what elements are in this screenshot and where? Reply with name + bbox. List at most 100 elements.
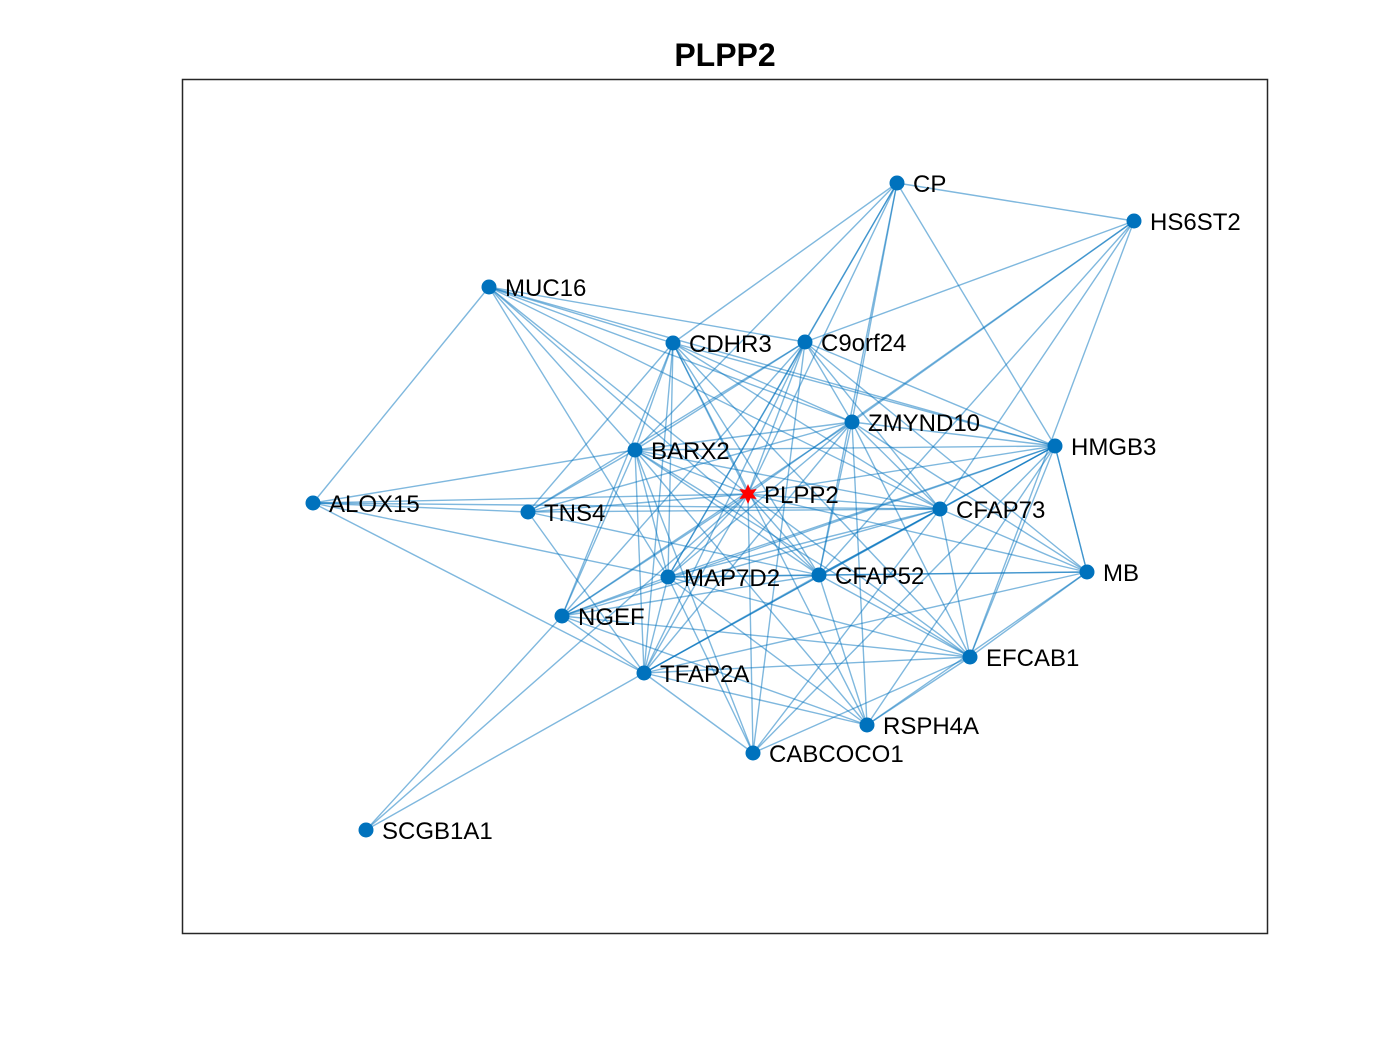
edge-cp-cdhr3 bbox=[672, 182, 898, 344]
edge-alox15-cfap73 bbox=[312, 502, 941, 510]
edge-muc16-hmgb3 bbox=[488, 286, 1056, 447]
edge-tns4-tfap2a bbox=[527, 511, 645, 674]
node-label-tns4: TNS4 bbox=[544, 500, 605, 527]
edge-cdhr3-zmynd10 bbox=[672, 342, 853, 423]
edge-zmynd10-tfap2a bbox=[643, 421, 853, 674]
edge-cfap73-map7d2 bbox=[667, 508, 941, 578]
node-alox15 bbox=[305, 495, 321, 511]
edge-plpp2-map7d2 bbox=[667, 493, 749, 578]
node-label-cfap52: CFAP52 bbox=[835, 563, 924, 590]
edge-map7d2-cfap52 bbox=[667, 574, 820, 578]
node-c9orf24 bbox=[797, 334, 813, 350]
edge-cfap73-cabcoco1 bbox=[752, 508, 941, 754]
edge-c9orf24-mb bbox=[804, 341, 1088, 573]
node-cfap73 bbox=[932, 501, 948, 517]
node-label-barx2: BARX2 bbox=[651, 438, 730, 465]
edge-plpp2-scgb1a1 bbox=[365, 493, 749, 831]
graph-title: PLPP2 bbox=[674, 37, 775, 73]
edge-cfap52-efcab1 bbox=[818, 574, 971, 658]
node-label-muc16: MUC16 bbox=[505, 275, 586, 302]
node-label-hmgb3: HMGB3 bbox=[1071, 434, 1156, 461]
node-muc16 bbox=[481, 279, 497, 295]
edge-alox15-map7d2 bbox=[312, 502, 669, 578]
node-map7d2 bbox=[660, 569, 676, 585]
edge-cdhr3-hmgb3 bbox=[672, 342, 1056, 447]
edge-barx2-tns4 bbox=[527, 449, 636, 513]
edge-barx2-map7d2 bbox=[634, 449, 669, 578]
nodes-layer bbox=[305, 175, 1142, 838]
edge-tfap2a-rsph4a bbox=[643, 672, 868, 726]
edge-c9orf24-ngef bbox=[561, 341, 806, 617]
edge-tfap2a-cabcoco1 bbox=[643, 672, 754, 754]
node-cfap52 bbox=[811, 567, 827, 583]
edge-plpp2-mb bbox=[747, 493, 1088, 573]
node-label-c9orf24: C9orf24 bbox=[821, 330, 906, 357]
edge-cdhr3-cfap73 bbox=[672, 342, 941, 510]
edge-map7d2-rsph4a bbox=[667, 576, 868, 726]
edge-efcab1-cabcoco1 bbox=[752, 656, 971, 754]
edge-cdhr3-barx2 bbox=[634, 342, 674, 451]
node-label-ngef: NGEF bbox=[578, 604, 645, 631]
edge-c9orf24-hmgb3 bbox=[804, 341, 1056, 447]
edge-tfap2a-scgb1a1 bbox=[365, 672, 645, 831]
edge-hs6st2-efcab1 bbox=[969, 220, 1135, 658]
edge-cfap52-tfap2a bbox=[643, 574, 820, 674]
node-efcab1 bbox=[962, 649, 978, 665]
edge-c9orf24-tns4 bbox=[527, 341, 806, 513]
edge-hmgb3-plpp2 bbox=[747, 445, 1056, 495]
plot-frame bbox=[181, 78, 1269, 935]
node-cp bbox=[889, 175, 905, 191]
node-ngef bbox=[554, 608, 570, 624]
edge-ngef-scgb1a1 bbox=[365, 615, 563, 831]
edge-cp-cfap52 bbox=[818, 182, 898, 576]
edge-c9orf24-zmynd10 bbox=[804, 341, 853, 423]
edge-hmgb3-barx2 bbox=[634, 445, 1056, 451]
edges-layer bbox=[312, 182, 1135, 831]
edge-plpp2-cfap52 bbox=[747, 493, 820, 576]
edge-zmynd10-barx2 bbox=[634, 421, 853, 451]
edge-plpp2-ngef bbox=[561, 493, 749, 617]
labels-layer: PLPP2 CP HS6ST2 MUC16 CDHR3 C9orf24 ZMYND10 HMG… bbox=[329, 171, 1241, 845]
edge-c9orf24-map7d2 bbox=[667, 341, 806, 578]
node-mb bbox=[1079, 564, 1095, 580]
edge-cdhr3-tns4 bbox=[527, 342, 674, 513]
edge-barx2-cfap73 bbox=[634, 449, 941, 510]
edge-barx2-tfap2a bbox=[634, 449, 645, 674]
node-label-cp: CP bbox=[913, 171, 946, 198]
edge-efcab1-tfap2a bbox=[643, 656, 971, 674]
node-barx2 bbox=[627, 442, 643, 458]
edge-hs6st2-cfap52 bbox=[818, 220, 1135, 576]
edge-cdhr3-ngef bbox=[561, 342, 674, 617]
node-cdhr3 bbox=[665, 335, 681, 351]
node-cabcoco1 bbox=[745, 745, 761, 761]
edge-hmgb3-efcab1 bbox=[969, 445, 1056, 658]
edge-plpp2-cfap73 bbox=[747, 493, 941, 510]
edge-muc16-plpp2 bbox=[488, 286, 749, 495]
edge-plpp2-cabcoco1 bbox=[747, 493, 754, 754]
edge-map7d2-efcab1 bbox=[667, 576, 971, 658]
node-rsph4a bbox=[859, 717, 875, 733]
node-label-hs6st2: HS6ST2 bbox=[1150, 209, 1241, 236]
edge-barx2-cabcoco1 bbox=[634, 449, 754, 754]
edge-muc16-cfap52 bbox=[488, 286, 820, 576]
edge-muc16-c9orf24 bbox=[488, 286, 806, 343]
edge-cfap73-efcab1 bbox=[939, 508, 971, 658]
edge-cfap52-rsph4a bbox=[818, 574, 868, 726]
center-node-plpp2 bbox=[739, 484, 757, 504]
edge-zmynd10-efcab1 bbox=[851, 421, 971, 658]
edge-mb-rsph4a bbox=[866, 571, 1088, 726]
node-label-mb: MB bbox=[1103, 560, 1139, 587]
node-zmynd10 bbox=[844, 414, 860, 430]
edge-c9orf24-cfap73 bbox=[804, 341, 941, 510]
edge-map7d2-cabcoco1 bbox=[667, 576, 754, 754]
node-tfap2a bbox=[636, 665, 652, 681]
edge-map7d2-ngef bbox=[561, 576, 669, 617]
edge-cfap73-mb bbox=[939, 508, 1088, 573]
edge-cp-plpp2 bbox=[747, 182, 898, 495]
edge-cfap73-ngef bbox=[561, 508, 941, 617]
edge-mb-cfap52 bbox=[818, 571, 1088, 576]
edge-hs6st2-cfap73 bbox=[939, 220, 1135, 510]
edge-cfap52-ngef bbox=[561, 574, 820, 617]
edge-muc16-barx2 bbox=[488, 286, 636, 451]
